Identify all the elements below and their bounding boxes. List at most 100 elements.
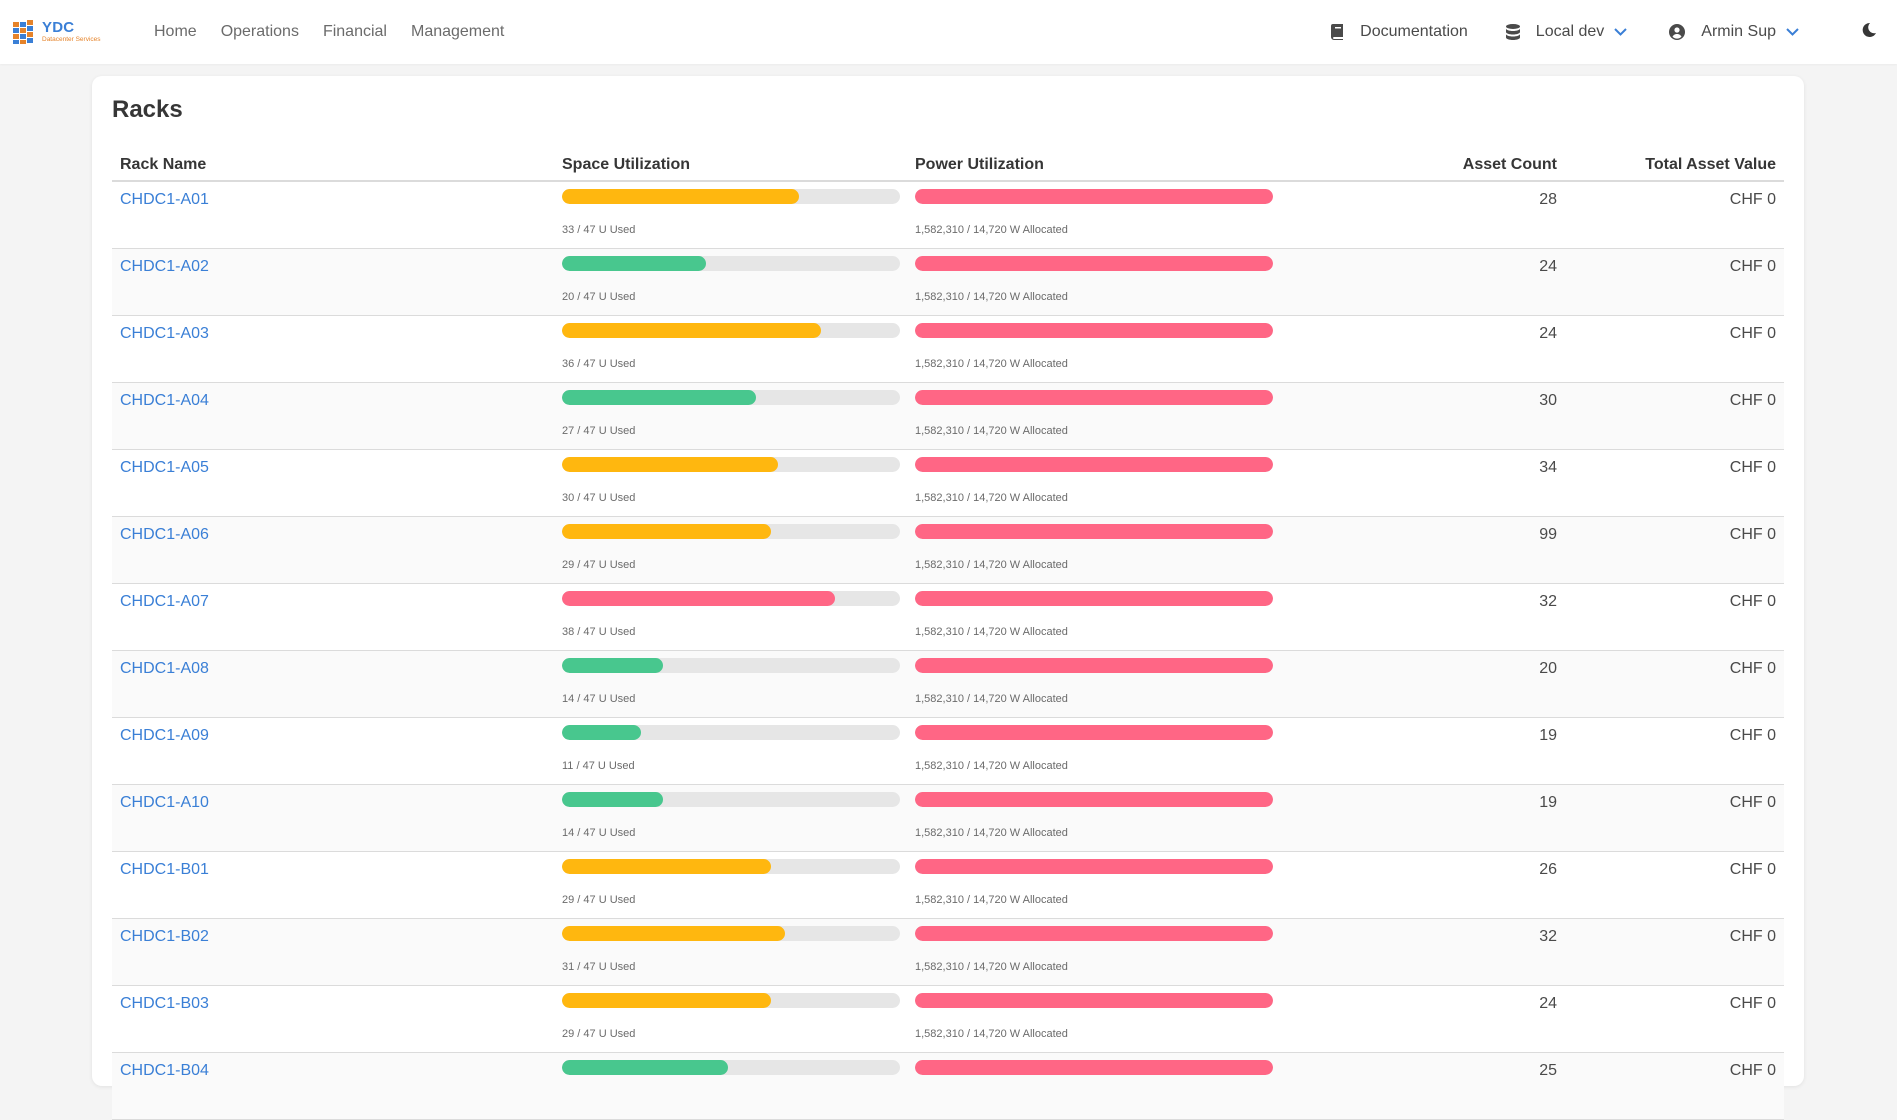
power-utilization-cell: 1,582,310 / 14,720 W Allocated <box>907 382 1343 450</box>
total-asset-value-cell: CHF 0 <box>1565 516 1784 584</box>
space-progress-fill <box>562 524 771 539</box>
power-utilization-cell: 1,582,310 / 14,720 W Allocated <box>907 650 1343 718</box>
rack-name-link[interactable]: CHDC1-A09 <box>120 727 209 744</box>
space-progress-fill <box>562 457 778 472</box>
space-progress-fill <box>562 591 836 606</box>
space-utilization-cell: 27 / 47 U Used <box>554 382 907 450</box>
asset-count-value: 99 <box>1539 526 1557 543</box>
power-progress-bar <box>915 658 1273 673</box>
asset-count-cell: 32 <box>1343 583 1565 651</box>
space-progress-bar <box>562 792 900 807</box>
power-utilization-cell: 1,582,310 / 14,720 W Allocated <box>907 784 1343 852</box>
table-row[interactable]: CHDC1-A02 20 / 47 U Used 1,582,310 / 14,72… <box>112 248 1784 316</box>
table-row[interactable]: CHDC1-A03 36 / 47 U Used 1,582,310 / 14,72… <box>112 315 1784 383</box>
rack-name-link[interactable]: CHDC1-A10 <box>120 794 209 811</box>
rack-name-link[interactable]: CHDC1-A05 <box>120 459 209 476</box>
space-progress-bar <box>562 859 900 874</box>
space-utilization-cell: 33 / 47 U Used <box>554 181 907 249</box>
rack-name-link[interactable]: CHDC1-A02 <box>120 258 209 275</box>
power-usage-text: 1,582,310 / 14,720 W Allocated <box>915 827 1068 839</box>
space-usage-text: 30 / 47 U Used <box>562 492 636 504</box>
table-row[interactable]: CHDC1-A10 14 / 47 U Used 1,582,310 / 14,72… <box>112 784 1784 852</box>
table-row[interactable]: CHDC1-A01 33 / 47 U Used 1,582,310 / 14,72… <box>112 181 1784 249</box>
power-progress-fill <box>915 323 1273 338</box>
rack-name-link[interactable]: CHDC1-A03 <box>120 325 209 342</box>
brand-logo[interactable]: YDC Datacenter Services <box>12 19 118 45</box>
nav-operations[interactable]: Operations <box>220 23 299 40</box>
rack-name-link[interactable]: CHDC1-B03 <box>120 995 209 1012</box>
power-progress-bar <box>915 524 1273 539</box>
documentation-link[interactable]: Documentation <box>1331 23 1468 41</box>
header-power-utilization[interactable]: Power Utilization <box>907 150 1343 182</box>
power-progress-fill <box>915 390 1273 405</box>
power-progress-fill <box>915 256 1273 271</box>
table-row[interactable]: CHDC1-A06 29 / 47 U Used 1,582,310 / 14,72… <box>112 516 1784 584</box>
power-progress-fill <box>915 725 1273 740</box>
table-row[interactable]: CHDC1-A09 11 / 47 U Used 1,582,310 / 14,72… <box>112 717 1784 785</box>
space-progress-fill <box>562 859 771 874</box>
rack-name-link[interactable]: CHDC1-A07 <box>120 593 209 610</box>
power-progress-bar <box>915 390 1273 405</box>
table-row[interactable]: CHDC1-A05 30 / 47 U Used 1,582,310 / 14,72… <box>112 449 1784 517</box>
environment-dropdown[interactable]: Local dev <box>1505 23 1628 41</box>
header-space-utilization[interactable]: Space Utilization <box>554 150 907 182</box>
rack-name-link[interactable]: CHDC1-B04 <box>120 1062 209 1079</box>
power-progress-fill <box>915 859 1273 874</box>
power-usage-text: 1,582,310 / 14,720 W Allocated <box>915 961 1068 973</box>
table-row[interactable]: CHDC1-B03 29 / 47 U Used 1,582,310 / 14,72… <box>112 985 1784 1053</box>
user-menu-dropdown[interactable]: Armin Sup <box>1669 23 1799 41</box>
table-row[interactable]: CHDC1-A07 38 / 47 U Used 1,582,310 / 14,72… <box>112 583 1784 651</box>
total-asset-value: CHF 0 <box>1729 727 1776 744</box>
table-row[interactable]: CHDC1-B01 29 / 47 U Used 1,582,310 / 14,72… <box>112 851 1784 919</box>
rack-name-cell: CHDC1-B03 <box>112 985 554 1053</box>
power-progress-fill <box>915 1060 1273 1075</box>
table-row[interactable]: CHDC1-A04 27 / 47 U Used 1,582,310 / 14,72… <box>112 382 1784 450</box>
total-asset-value-cell: CHF 0 <box>1565 650 1784 718</box>
space-progress-fill <box>562 792 663 807</box>
rack-name-link[interactable]: CHDC1-A01 <box>120 191 209 208</box>
asset-count-cell: 24 <box>1343 985 1565 1053</box>
table-row[interactable]: CHDC1-B02 31 / 47 U Used 1,582,310 / 14,72… <box>112 918 1784 986</box>
rack-name-link[interactable]: CHDC1-B01 <box>120 861 209 878</box>
table-row[interactable]: CHDC1-A08 14 / 47 U Used 1,582,310 / 14,72… <box>112 650 1784 718</box>
asset-count-cell: 20 <box>1343 650 1565 718</box>
rack-name-link[interactable]: CHDC1-A08 <box>120 660 209 677</box>
rack-name-cell: CHDC1-A05 <box>112 449 554 517</box>
space-usage-text: 27 / 47 U Used <box>562 425 636 437</box>
table-row[interactable]: CHDC1-B04 25 CHF 0 <box>112 1052 1784 1120</box>
total-asset-value-cell: CHF 0 <box>1565 717 1784 785</box>
total-asset-value: CHF 0 <box>1729 258 1776 275</box>
space-progress-bar <box>562 725 900 740</box>
power-progress-bar <box>915 926 1273 941</box>
space-progress-bar <box>562 457 900 472</box>
power-usage-text: 1,582,310 / 14,720 W Allocated <box>915 1028 1068 1040</box>
power-utilization-cell: 1,582,310 / 14,720 W Allocated <box>907 851 1343 919</box>
header-total-asset-value[interactable]: Total Asset Value <box>1565 150 1784 182</box>
space-progress-fill <box>562 323 821 338</box>
space-usage-text: 29 / 47 U Used <box>562 1028 636 1040</box>
rack-name-cell: CHDC1-B01 <box>112 851 554 919</box>
rack-name-link[interactable]: CHDC1-B02 <box>120 928 209 945</box>
dark-mode-toggle[interactable] <box>1861 22 1877 43</box>
power-progress-fill <box>915 524 1273 539</box>
space-utilization-cell: 38 / 47 U Used <box>554 583 907 651</box>
nav-financial[interactable]: Financial <box>322 23 387 40</box>
power-utilization-cell: 1,582,310 / 14,720 W Allocated <box>907 583 1343 651</box>
nav-management[interactable]: Management <box>410 23 505 40</box>
power-progress-bar <box>915 1060 1273 1075</box>
asset-count-value: 34 <box>1539 459 1557 476</box>
asset-count-cell: 99 <box>1343 516 1565 584</box>
nav-home[interactable]: Home <box>154 23 197 40</box>
rack-name-cell: CHDC1-B02 <box>112 918 554 986</box>
total-asset-value: CHF 0 <box>1729 191 1776 208</box>
rack-name-link[interactable]: CHDC1-A06 <box>120 526 209 543</box>
header-rack-name[interactable]: Rack Name <box>112 150 554 182</box>
header-asset-count[interactable]: Asset Count <box>1343 150 1565 182</box>
top-navbar: YDC Datacenter Services Home Operations … <box>0 0 1897 64</box>
asset-count-cell: 24 <box>1343 315 1565 383</box>
rack-name-link[interactable]: CHDC1-A04 <box>120 392 209 409</box>
space-usage-text: 29 / 47 U Used <box>562 894 636 906</box>
space-usage-text: 14 / 47 U Used <box>562 693 636 705</box>
asset-count-cell: 32 <box>1343 918 1565 986</box>
power-usage-text: 1,582,310 / 14,720 W Allocated <box>915 626 1068 638</box>
